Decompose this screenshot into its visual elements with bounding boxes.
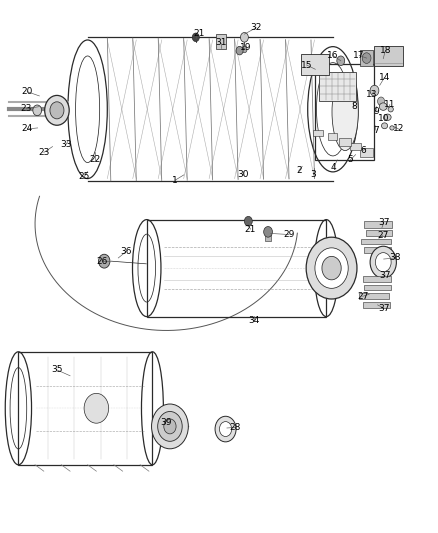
- Text: 20: 20: [21, 87, 33, 96]
- Ellipse shape: [390, 126, 394, 130]
- Text: 19: 19: [240, 44, 251, 52]
- Text: 14: 14: [379, 73, 390, 82]
- Bar: [313, 130, 323, 136]
- Text: 38: 38: [389, 254, 401, 262]
- Bar: [363, 276, 391, 282]
- Text: 25: 25: [78, 173, 90, 181]
- Text: 1: 1: [172, 176, 178, 184]
- Circle shape: [152, 404, 188, 449]
- Circle shape: [244, 216, 252, 226]
- Bar: [147, 220, 326, 317]
- Bar: [361, 238, 391, 244]
- Bar: [366, 230, 392, 236]
- Circle shape: [315, 248, 348, 288]
- Circle shape: [50, 102, 64, 119]
- Circle shape: [370, 85, 379, 96]
- Circle shape: [99, 254, 110, 268]
- Text: 9: 9: [373, 108, 379, 116]
- Ellipse shape: [379, 103, 387, 110]
- Bar: [364, 247, 391, 253]
- Text: 6: 6: [360, 146, 367, 155]
- Circle shape: [33, 105, 42, 116]
- Text: 29: 29: [283, 230, 295, 239]
- Text: 34: 34: [248, 317, 260, 325]
- Text: 21: 21: [245, 225, 256, 233]
- Circle shape: [192, 33, 199, 42]
- Circle shape: [242, 46, 247, 53]
- Text: 33: 33: [60, 141, 71, 149]
- Text: 21: 21: [194, 29, 205, 37]
- Ellipse shape: [381, 123, 388, 129]
- Bar: [350, 143, 361, 150]
- Text: 26: 26: [96, 257, 107, 265]
- Text: 5: 5: [347, 156, 353, 164]
- Circle shape: [215, 416, 236, 442]
- Circle shape: [337, 56, 345, 66]
- Text: 10: 10: [378, 114, 389, 123]
- Bar: [339, 138, 351, 146]
- Bar: [363, 302, 390, 308]
- Text: 39: 39: [160, 418, 171, 426]
- Circle shape: [264, 227, 272, 237]
- Ellipse shape: [388, 107, 393, 112]
- Text: 2: 2: [296, 166, 301, 175]
- Text: 11: 11: [384, 100, 396, 109]
- Circle shape: [322, 256, 341, 280]
- Text: 23: 23: [21, 104, 32, 113]
- Bar: [265, 235, 271, 241]
- Text: 13: 13: [366, 91, 377, 99]
- Bar: [319, 72, 356, 101]
- Bar: [301, 54, 328, 75]
- Text: 18: 18: [380, 46, 391, 54]
- Bar: [328, 133, 337, 140]
- Text: 37: 37: [378, 219, 389, 227]
- Bar: [364, 221, 392, 228]
- Text: 16: 16: [327, 51, 339, 60]
- Text: 32: 32: [251, 23, 262, 32]
- Ellipse shape: [332, 74, 358, 150]
- Bar: [360, 50, 373, 66]
- Circle shape: [84, 393, 109, 423]
- Circle shape: [306, 237, 357, 299]
- Text: 37: 37: [378, 304, 389, 312]
- Bar: [359, 293, 389, 300]
- Text: 8: 8: [351, 102, 357, 111]
- Circle shape: [219, 422, 232, 437]
- Text: 24: 24: [21, 125, 33, 133]
- Text: 12: 12: [393, 125, 404, 133]
- Bar: [360, 148, 373, 157]
- Text: 30: 30: [237, 171, 248, 179]
- Bar: [216, 34, 226, 49]
- Bar: [374, 46, 403, 66]
- Circle shape: [240, 33, 248, 42]
- Text: 17: 17: [353, 51, 365, 60]
- Bar: [315, 64, 374, 160]
- Circle shape: [45, 95, 69, 125]
- Circle shape: [378, 97, 385, 106]
- Text: 4: 4: [331, 163, 336, 172]
- Bar: [18, 352, 152, 465]
- Circle shape: [164, 419, 176, 434]
- Circle shape: [236, 46, 243, 55]
- Text: 35: 35: [51, 366, 63, 374]
- Text: 36: 36: [120, 247, 132, 256]
- Text: 22: 22: [90, 156, 101, 164]
- Text: 28: 28: [229, 423, 240, 432]
- Circle shape: [362, 53, 371, 63]
- Circle shape: [158, 411, 182, 441]
- Text: 23: 23: [38, 148, 49, 157]
- Circle shape: [370, 246, 396, 278]
- Text: 27: 27: [357, 292, 368, 301]
- Text: 27: 27: [377, 231, 389, 240]
- Circle shape: [375, 253, 391, 272]
- Text: 7: 7: [373, 126, 379, 134]
- Text: 37: 37: [380, 271, 391, 279]
- Text: 15: 15: [301, 61, 312, 69]
- Bar: [364, 285, 391, 290]
- Text: 3: 3: [311, 171, 317, 179]
- Ellipse shape: [384, 114, 391, 120]
- Text: 31: 31: [215, 38, 227, 47]
